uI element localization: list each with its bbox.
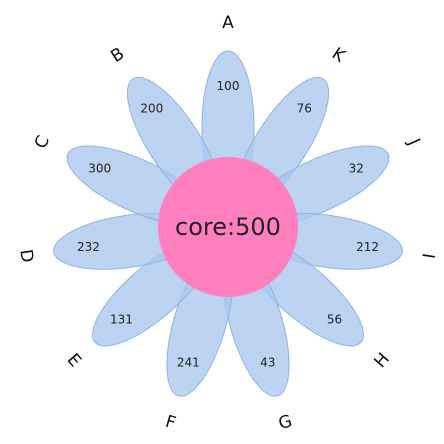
set-label-a: A (222, 13, 234, 33)
set-label-b: B (107, 44, 128, 67)
set-label-j: J (403, 135, 424, 149)
set-label-c: C (31, 133, 54, 152)
set-label-d: D (15, 248, 37, 264)
petal-value-f: 241 (177, 355, 200, 369)
petal-value-g: 43 (260, 355, 275, 369)
set-label-g: G (276, 411, 294, 434)
petal-values-layer: 100 76 32 212 56 43 241 131 232 300 200 (77, 79, 379, 369)
petal-value-h: 56 (327, 312, 342, 326)
petal-value-c: 300 (88, 161, 111, 175)
petal-value-a: 100 (217, 79, 240, 93)
core-label: core:500 (175, 213, 281, 241)
petal-value-j: 32 (349, 161, 364, 175)
petal-value-i: 212 (356, 240, 379, 254)
set-label-h: H (370, 349, 393, 372)
set-label-k: K (328, 44, 349, 67)
core-circle (158, 157, 298, 297)
petal-value-b: 200 (140, 101, 163, 115)
set-label-f: F (163, 412, 178, 434)
set-label-i: I (420, 252, 441, 260)
set-label-e: E (63, 350, 85, 371)
petal-value-k: 76 (297, 101, 312, 115)
petal-value-e: 131 (110, 312, 133, 326)
petal-value-d: 232 (77, 240, 100, 254)
